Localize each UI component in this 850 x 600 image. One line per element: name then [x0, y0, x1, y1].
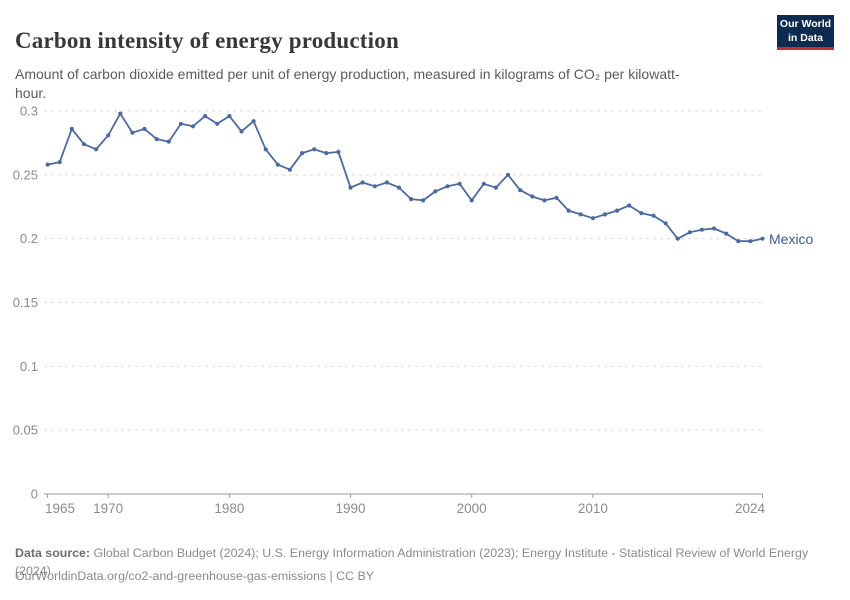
data-point [324, 151, 329, 156]
y-tick-label: 0.2 [20, 231, 38, 246]
data-point [481, 181, 486, 186]
data-point [457, 181, 462, 186]
data-point [336, 149, 341, 154]
line-chart: 0 0.05 0.1 0.15 0.2 0.25 0.3 1965 1970 1980 1990 20… [13, 104, 766, 517]
data-point [275, 162, 280, 167]
data-point [360, 180, 365, 185]
data-point [651, 213, 656, 218]
owid-logo-line1: Our World [779, 18, 832, 30]
x-tick-label: 1970 [93, 501, 123, 516]
data-point [711, 226, 717, 231]
data-point [493, 185, 498, 190]
owid-logo[interactable]: Our World in Data [777, 15, 834, 50]
data-point [518, 188, 523, 193]
data-point [178, 121, 183, 126]
data-point [748, 239, 753, 244]
data-point [215, 121, 220, 126]
data-point [590, 216, 596, 221]
data-point [154, 137, 159, 142]
y-tick-label: 0.15 [13, 295, 38, 310]
data-point [142, 126, 147, 131]
data-point [287, 167, 292, 172]
data-point [166, 139, 171, 144]
data-source-text: Global Carbon Budget (2024); U.S. Energy… [15, 546, 809, 578]
data-point [372, 184, 377, 189]
data-point [130, 130, 135, 135]
y-tick-label: 0 [31, 487, 38, 502]
data-point [57, 160, 62, 165]
data-point [675, 236, 680, 241]
data-point [384, 180, 389, 185]
data-source-label: Data source: [15, 546, 91, 561]
data-point [445, 184, 450, 189]
x-tick-label: 1990 [336, 501, 366, 516]
data-point [409, 197, 414, 202]
data-point [263, 147, 268, 152]
chart-subtitle: Amount of carbon dioxide emitted per uni… [15, 66, 680, 102]
data-point [663, 221, 668, 226]
data-point [203, 114, 208, 119]
x-tick-label: 1980 [214, 501, 244, 516]
data-point [45, 162, 50, 167]
data-point [615, 208, 620, 213]
data-point [312, 147, 317, 152]
data-point [300, 151, 305, 156]
data-point [81, 142, 87, 147]
data-point [348, 185, 353, 190]
data-point [699, 227, 705, 232]
data-point [639, 211, 644, 216]
data-point [554, 195, 559, 200]
data-point [724, 231, 729, 236]
data-point [505, 172, 511, 177]
data-point [602, 212, 608, 217]
owid-logo-line2: in Data [787, 32, 823, 45]
mexico-series-line [46, 112, 764, 243]
data-point [530, 194, 535, 199]
data-point [566, 208, 571, 213]
data-point [239, 129, 244, 134]
data-point [542, 198, 547, 203]
page-title: Carbon intensity of energy production [15, 28, 399, 54]
data-point [736, 239, 741, 244]
y-tick-label: 0.05 [13, 423, 38, 438]
data-point [396, 185, 402, 190]
data-point [627, 203, 632, 208]
series-end-label-mexico: Mexico [769, 231, 814, 247]
x-tick-label: 1965 [45, 501, 75, 516]
data-point [69, 126, 74, 131]
data-point [118, 111, 123, 116]
data-point [687, 230, 692, 235]
data-source-note: Data source: Global Carbon Budget (2024)… [15, 545, 815, 580]
data-point [421, 198, 426, 203]
x-tick-label: 2024 [735, 501, 766, 516]
y-tick-label: 0.1 [20, 359, 38, 374]
data-point [227, 114, 232, 119]
x-tick-label: 2000 [457, 501, 487, 516]
y-tick-label: 0.25 [13, 167, 38, 182]
data-point [469, 198, 474, 203]
data-point [106, 133, 111, 138]
data-point [433, 189, 438, 194]
data-point [760, 236, 765, 241]
data-point [251, 119, 256, 124]
y-tick-label: 0.3 [20, 104, 38, 119]
data-point [578, 212, 583, 217]
x-tick-label: 2010 [578, 501, 608, 516]
data-point [190, 124, 196, 129]
data-point [94, 147, 99, 152]
owid-url-license-link[interactable]: OurWorldinData.org/co2-and-greenhouse-ga… [15, 569, 375, 583]
